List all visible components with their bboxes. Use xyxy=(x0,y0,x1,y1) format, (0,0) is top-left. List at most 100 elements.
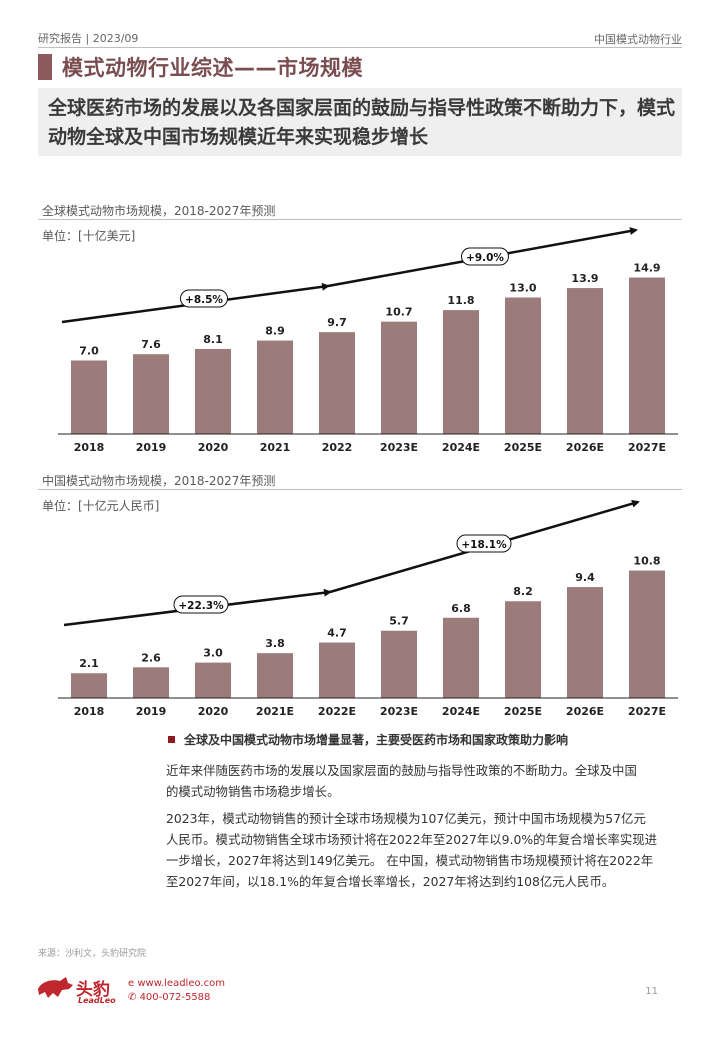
x-tick-label: 2026E xyxy=(566,705,604,718)
svg-text:+9.0%: +9.0% xyxy=(466,252,504,264)
bar-value-label: 3.8 xyxy=(265,637,285,650)
x-tick-label: 2024E xyxy=(442,441,480,454)
chart-title-china: 中国模式动物市场规模，2018-2027年预测 xyxy=(42,474,276,488)
phone-icon: ✆ xyxy=(128,992,140,1003)
x-tick-label: 2020 xyxy=(198,441,229,454)
x-tick-label: 2021E xyxy=(256,705,294,718)
bar-chart-global: 7.0 2018 7.6 2019 8.1 2020 8.9 2021 9.7 2022 10.7 2… xyxy=(58,227,678,454)
bar-value-label: 8.2 xyxy=(513,585,533,598)
cagr-annotation: +8.5% xyxy=(180,289,228,308)
phone-contact: ✆ 400-072-5588 xyxy=(128,992,210,1003)
x-tick-label: 2022E xyxy=(318,705,356,718)
bar-2026E xyxy=(567,288,603,434)
logo-text-en: LeadLeo xyxy=(78,996,116,1005)
bullet-marker xyxy=(168,736,175,743)
x-tick-label: 2018 xyxy=(74,705,105,718)
x-tick-label: 2022 xyxy=(322,441,353,454)
bar-value-label: 13.0 xyxy=(509,282,536,295)
website-url: www.leadleo.com xyxy=(137,978,225,989)
bar-2027E xyxy=(629,277,665,434)
bullet-heading: 全球及中国模式动物市场增量显著，主要受医药市场和国家政策助力影响 xyxy=(184,733,569,747)
chart-title-global: 全球模式动物市场规模，2018-2027年预测 xyxy=(42,204,276,218)
bar-2025E xyxy=(505,601,541,698)
headline-box xyxy=(38,88,682,156)
website-link[interactable]: e www.leadleo.com xyxy=(128,978,225,989)
bar-2024E xyxy=(443,310,479,434)
cagr-annotation: +22.3% xyxy=(173,595,229,614)
cagr-annotation: +18.1% xyxy=(456,534,512,553)
x-tick-label: 2019 xyxy=(136,441,167,454)
bar-value-label: 4.7 xyxy=(327,627,347,640)
bar-value-label: 2.1 xyxy=(79,657,99,670)
bar-value-label: 9.4 xyxy=(575,571,595,584)
report-tag: 研究报告 | 2023/09 xyxy=(38,32,139,45)
bar-value-label: 7.0 xyxy=(79,345,99,358)
bar-2025E xyxy=(505,297,541,434)
x-tick-label: 2023E xyxy=(380,441,418,454)
paragraph-line: 人民币。模式动物销售全球市场预计将在2022年至2027年以9.0%的年复合增长… xyxy=(166,832,658,847)
x-tick-label: 2025E xyxy=(504,441,542,454)
x-tick-label: 2026E xyxy=(566,441,604,454)
x-tick-label: 2021 xyxy=(260,441,291,454)
bar-value-label: 8.1 xyxy=(203,333,223,346)
source-note: 来源：沙利文，头豹研究院 xyxy=(38,949,147,959)
chart-unit-global: 单位：[十亿美元] xyxy=(42,229,136,243)
bar-2019 xyxy=(133,667,169,698)
x-tick-label: 2020 xyxy=(198,705,229,718)
bar-value-label: 13.9 xyxy=(571,272,598,285)
bar-value-label: 11.8 xyxy=(447,294,474,307)
header-divider xyxy=(38,47,682,48)
headline: 全球医药市场的发展以及各国家层面的鼓励与指导性政策不断助力下，模式动物全球及中国… xyxy=(48,97,676,148)
svg-text:+8.5%: +8.5% xyxy=(185,294,223,306)
bar-2019 xyxy=(133,354,169,434)
bar-value-label: 8.9 xyxy=(265,325,285,338)
svg-text:+22.3%: +22.3% xyxy=(178,600,224,612)
bar-2024E xyxy=(443,617,479,698)
bar-value-label: 5.7 xyxy=(389,615,409,628)
x-tick-label: 2023E xyxy=(380,705,418,718)
page-number: 11 xyxy=(645,986,658,997)
industry-label: 中国模式动物行业 xyxy=(594,33,682,46)
bar-value-label: 7.6 xyxy=(141,338,161,351)
bar-value-label: 2.6 xyxy=(141,651,161,664)
bar-2018 xyxy=(71,360,107,434)
bar-value-label: 6.8 xyxy=(451,602,471,615)
bar-2021 xyxy=(257,340,293,434)
bar-chart-china: 2.1 2018 2.6 2019 3.0 2020 3.8 2021E 4.7 2022E 5.7… xyxy=(58,499,678,718)
paragraph-2: 2023年，模式动物销售的预计全球市场规模为107亿美元，预计中国市场规模为57… xyxy=(166,808,682,892)
bar-2026E xyxy=(567,587,603,698)
cagr-annotation: +9.0% xyxy=(461,247,509,266)
paragraph-line: 的模式动物销售市场稳步增长。 xyxy=(166,784,340,799)
x-tick-label: 2027E xyxy=(628,441,666,454)
globe-icon: e xyxy=(128,978,138,989)
bar-value-label: 9.7 xyxy=(327,316,347,329)
chart-unit-china: 单位：[十亿元人民币] xyxy=(42,499,160,513)
phone-number: 400-072-5588 xyxy=(139,992,211,1003)
x-tick-label: 2024E xyxy=(442,705,480,718)
paragraph-line: 至2027年间，以18.1%的年复合增长率增长，2027年将达到约108亿元人民… xyxy=(166,874,615,889)
x-tick-label: 2019 xyxy=(136,705,167,718)
bar-2027E xyxy=(629,570,665,698)
bar-value-label: 10.8 xyxy=(633,555,660,568)
bar-2022E xyxy=(319,642,355,698)
bar-2021E xyxy=(257,653,293,698)
bar-2023E xyxy=(381,321,417,434)
bar-2020 xyxy=(195,348,231,434)
paragraph-1: 近年来伴随医药市场的发展以及国家层面的鼓励与指导性政策的不断助力。全球及中国 的… xyxy=(166,760,682,802)
page-title: 模式动物行业综述——市场规模 xyxy=(62,56,363,80)
chart-rule-global xyxy=(38,219,682,220)
logo-text-cn: 头豹 xyxy=(76,980,110,1000)
paragraph-line: 一步增长，2027年将达到149亿美元。 在中国，模式动物销售市场规模预计将在2… xyxy=(166,853,654,868)
bar-2020 xyxy=(195,662,231,698)
bar-2018 xyxy=(71,673,107,698)
bar-2022 xyxy=(319,332,355,434)
paragraph-line: 2023年，模式动物销售的预计全球市场规模为107亿美元，预计中国市场规模为57… xyxy=(166,811,646,826)
title-accent-bar xyxy=(38,54,52,80)
chart-rule-china xyxy=(38,489,682,490)
bar-2023E xyxy=(381,630,417,698)
x-tick-label: 2027E xyxy=(628,705,666,718)
x-tick-label: 2025E xyxy=(504,705,542,718)
bar-value-label: 14.9 xyxy=(633,262,660,275)
paragraph-line: 近年来伴随医药市场的发展以及国家层面的鼓励与指导性政策的不断助力。全球及中国 xyxy=(166,763,637,778)
leopard-logo-icon xyxy=(38,977,73,998)
